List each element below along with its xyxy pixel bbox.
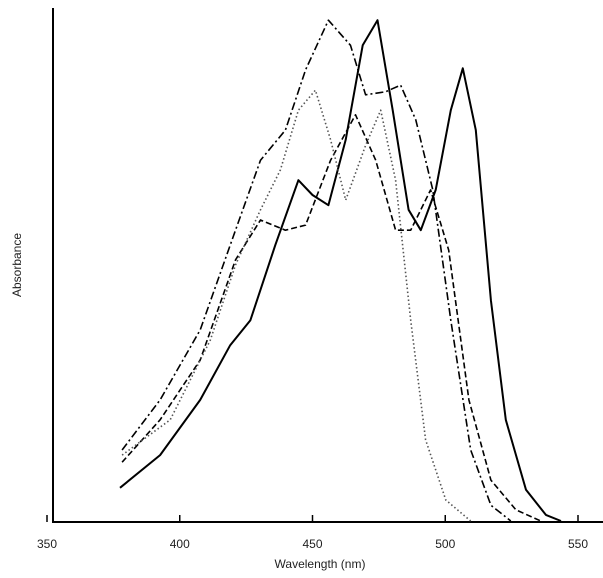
spectrum-line	[119, 19, 562, 522]
x-axis-label: Wavelength (nm)	[275, 557, 366, 571]
y-axis-label: Absorbance	[10, 233, 24, 297]
x-tick-label: 350	[37, 537, 57, 551]
spectrum-line	[121, 114, 542, 522]
spectrum-line	[121, 19, 512, 522]
x-tick-label: 550	[568, 537, 588, 551]
x-tick-label: 400	[170, 537, 190, 551]
x-tick-label: 450	[302, 537, 322, 551]
x-tick-label: 500	[435, 537, 455, 551]
spectrum-line	[121, 89, 472, 522]
